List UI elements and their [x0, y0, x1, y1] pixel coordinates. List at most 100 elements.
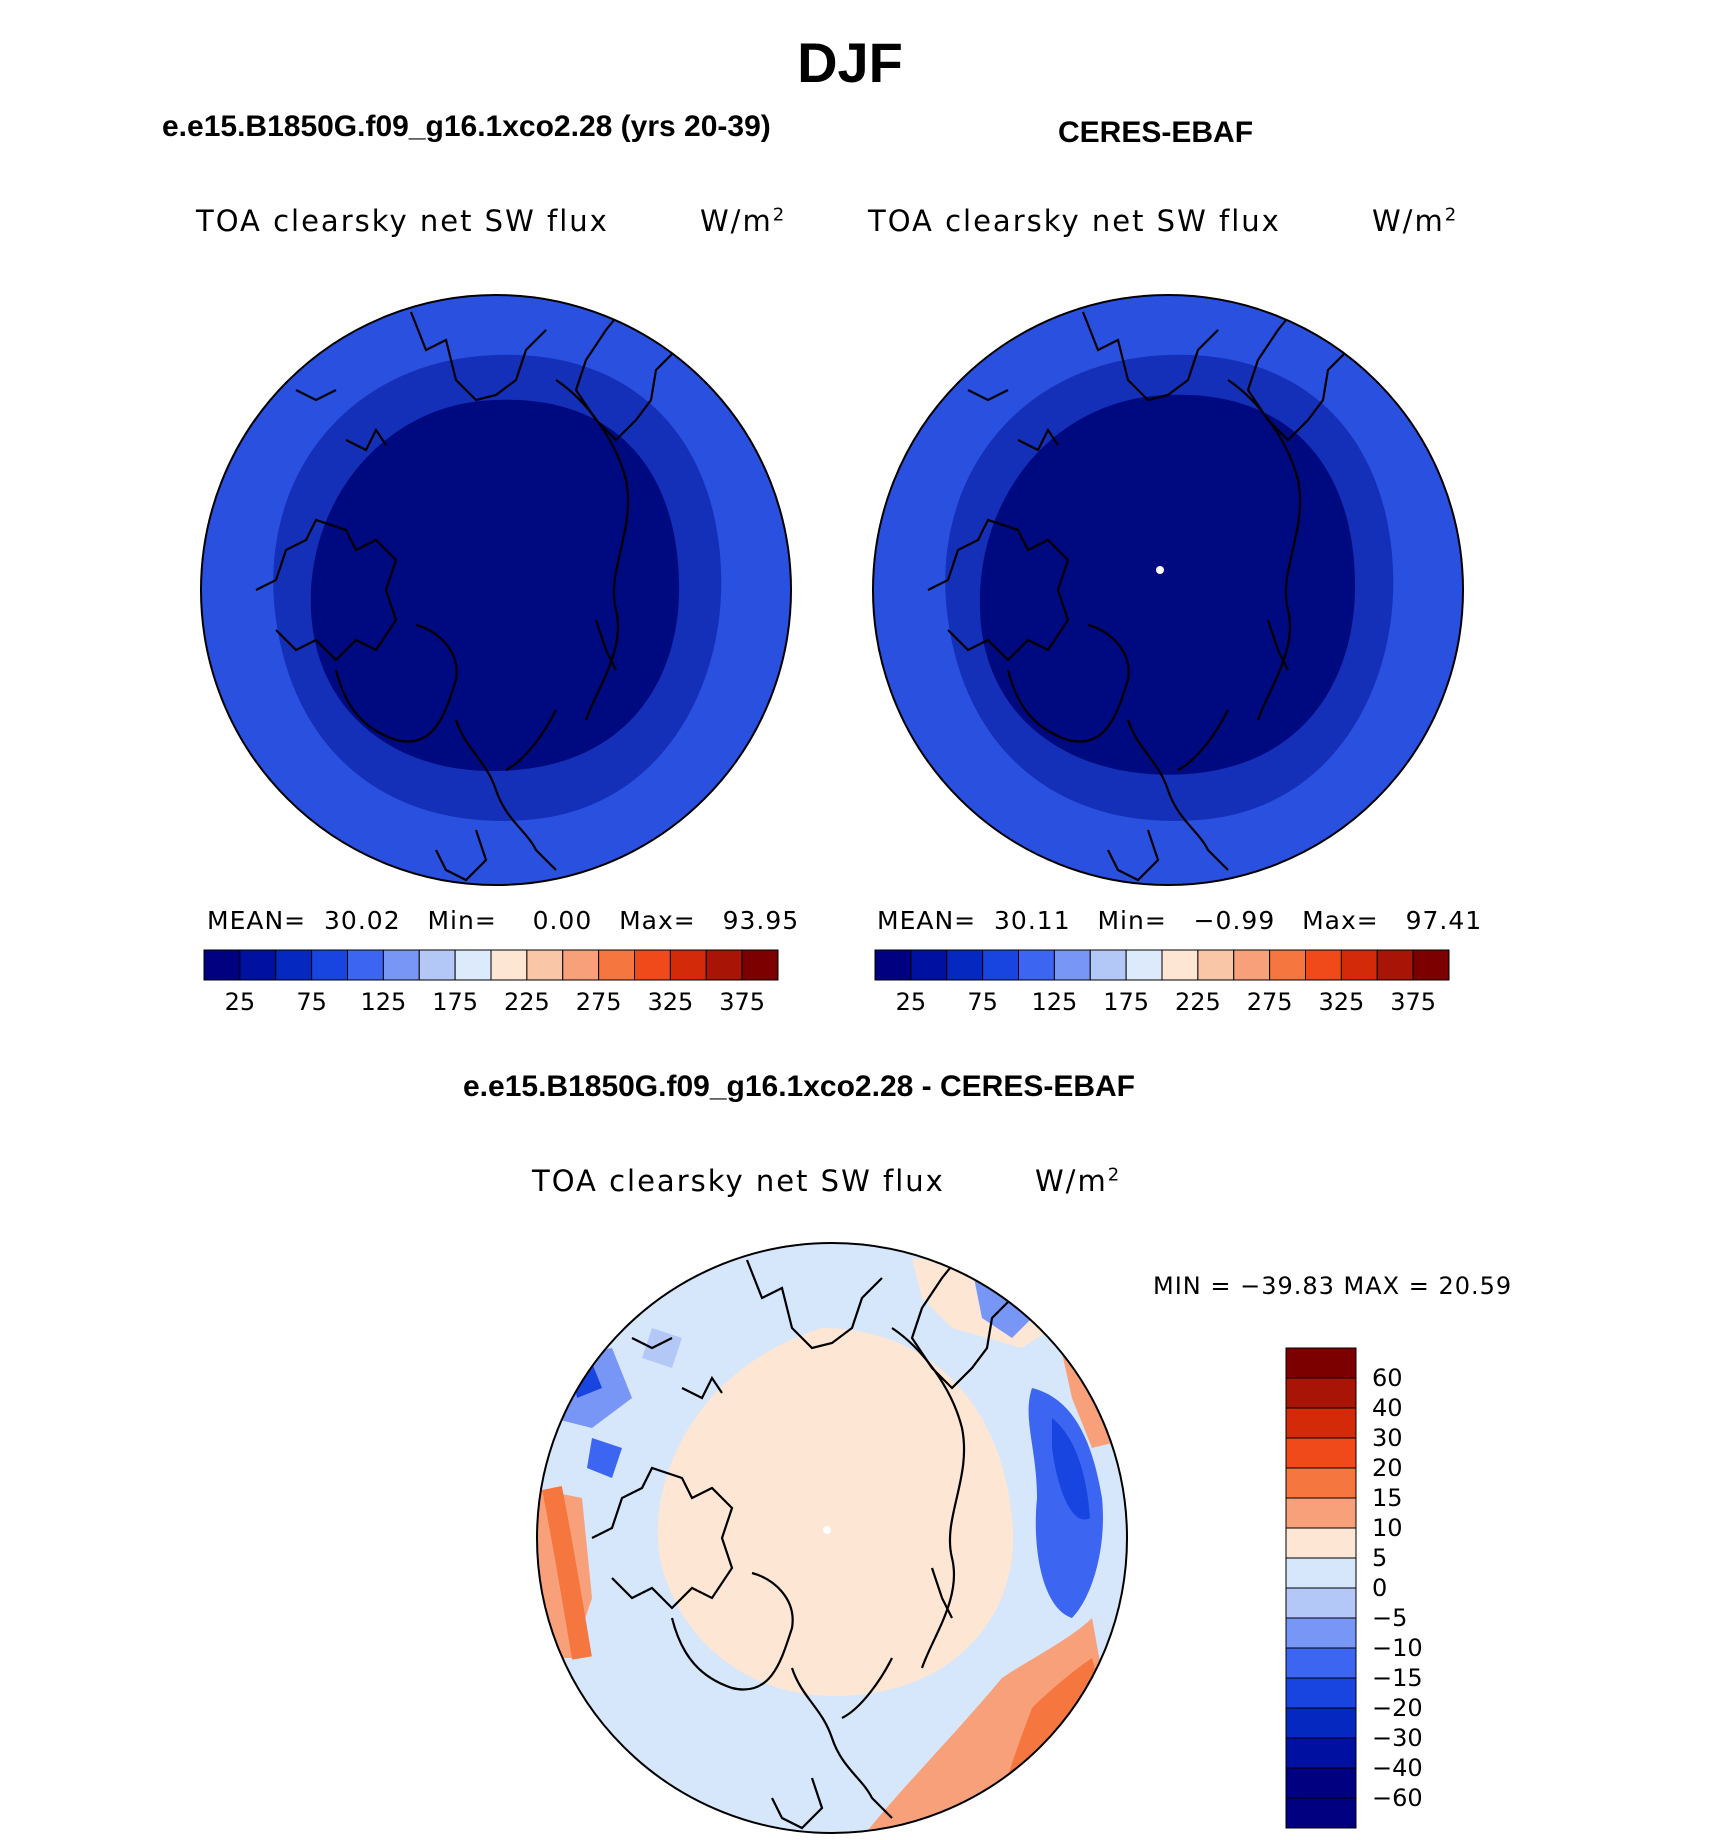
colorbar-swatch [1053, 949, 1091, 981]
colorbar-swatch [1018, 949, 1055, 981]
colorbar-swatch [705, 949, 743, 981]
diff-colorbar-swatch [1285, 1677, 1357, 1709]
colorbar-tick-label: 325 [647, 988, 694, 1016]
colorbar-tick-label: 325 [1318, 988, 1365, 1016]
diff-colorbar [1285, 1347, 1357, 1829]
panel-1-variable: TOA clearsky net SW flux [196, 204, 609, 238]
colorbar-swatch [311, 949, 348, 981]
colorbar-swatch [418, 949, 456, 981]
colorbar-tick-label: 25 [895, 988, 927, 1016]
diff-colorbar-swatch [1285, 1707, 1357, 1739]
colorbar-swatch [1269, 949, 1306, 981]
diff-colorbar-swatch [1285, 1797, 1357, 1829]
diff-colorbar-tick-label: −40 [1372, 1754, 1423, 1782]
colorbar-swatch [1161, 949, 1199, 981]
colorbar-swatch [669, 949, 707, 981]
panel-2-colorbar [874, 949, 1450, 981]
diff-negative-east [1028, 1388, 1103, 1618]
diff-colorbar-swatch [1285, 1407, 1357, 1439]
colorbar-swatch [874, 949, 912, 981]
diff-colorbar-ticks: 60 40 30 20 15 10 5 0 −5 −10 −15 −20 −30 −40 −60 [1372, 1348, 1492, 1828]
panel-1-map [200, 294, 792, 886]
colorbar-swatch [382, 949, 420, 981]
figure-title: DJF [797, 31, 903, 94]
colorbar-tick-label: 125 [1031, 988, 1078, 1016]
colorbar-tick-label: 375 [719, 988, 766, 1016]
colorbar-swatch [275, 949, 313, 981]
panel-1-stats: MEAN= 30.02 Min= 0.00 Max= 93.95 [207, 906, 800, 935]
colorbar-swatch [490, 949, 528, 981]
colorbar-swatch [946, 949, 984, 981]
diff-panel-title: e.e15.B1850G.f09_g16.1xco2.28 - CERES-EB… [463, 1070, 1135, 1103]
colorbar-tick-label: 225 [1174, 988, 1221, 1016]
colorbar-tick-label: 175 [432, 988, 479, 1016]
diff-panel-variable: TOA clearsky net SW flux [532, 1164, 945, 1198]
diff-colorbar-tick-label: 0 [1372, 1574, 1388, 1602]
colorbar-tick-label: 125 [360, 988, 407, 1016]
colorbar-swatch [1412, 949, 1450, 981]
colorbar-tick-label: 225 [503, 988, 550, 1016]
diff-colorbar-tick-label: −10 [1372, 1634, 1423, 1662]
colorbar-swatch [1233, 949, 1271, 981]
panel-2-colorbar-ticks: 25 75 125 175 225 275 325 375 [875, 988, 1449, 1018]
diff-panel-map [536, 1242, 1128, 1834]
colorbar-swatch [1197, 949, 1235, 981]
panel-1-colorbar [203, 949, 779, 981]
panel-2-map [872, 294, 1464, 886]
diff-colorbar-tick-label: 60 [1372, 1364, 1403, 1392]
diff-colorbar-tick-label: 15 [1372, 1484, 1403, 1512]
colorbar-tick-label: 175 [1103, 988, 1150, 1016]
diff-colorbar-tick-label: −20 [1372, 1694, 1423, 1722]
colorbar-swatch [598, 949, 635, 981]
panel-1-colorbar-ticks: 25 75 125 175 225 275 325 375 [204, 988, 778, 1018]
diff-colorbar-tick-label: 30 [1372, 1424, 1403, 1452]
diff-colorbar-swatch [1285, 1377, 1357, 1409]
panel-2-title: CERES-EBAF [1058, 116, 1254, 149]
panel-2-variable: TOA clearsky net SW flux [868, 204, 1281, 238]
colorbar-tick-label: 375 [1390, 988, 1437, 1016]
diff-colorbar-swatch [1285, 1587, 1357, 1619]
diff-colorbar-tick-label: −15 [1372, 1664, 1423, 1692]
diff-colorbar-tick-label: 40 [1372, 1394, 1403, 1422]
colorbar-tick-label: 275 [575, 988, 622, 1016]
colorbar-tick-label: 275 [1246, 988, 1293, 1016]
colorbar-swatch [1305, 949, 1342, 981]
diff-panel-units: W/m2 [1035, 1164, 1122, 1198]
diff-colorbar-swatch [1285, 1497, 1357, 1529]
colorbar-swatch [562, 949, 600, 981]
colorbar-swatch [454, 949, 492, 981]
diff-positive-region [657, 1328, 1014, 1697]
colorbar-tick-label: 25 [224, 988, 256, 1016]
panel-2-coastlines [927, 304, 1444, 882]
colorbar-swatch [526, 949, 564, 981]
colorbar-swatch [741, 949, 779, 981]
diff-colorbar-swatch [1285, 1737, 1357, 1769]
diff-colorbar-tick-label: 5 [1372, 1544, 1388, 1572]
panel-2-pole-marker [1156, 566, 1164, 574]
panel-2-core-region [979, 394, 1356, 775]
diff-colorbar-tick-label: −30 [1372, 1724, 1423, 1752]
diff-colorbar-swatch [1285, 1767, 1357, 1799]
diff-panel-stats: MIN = −39.83 MAX = 20.59 [1153, 1272, 1513, 1300]
diff-colorbar-swatch [1285, 1347, 1357, 1379]
diff-colorbar-swatch [1285, 1437, 1357, 1469]
diff-colorbar-tick-label: −5 [1372, 1604, 1408, 1632]
colorbar-tick-label: 75 [296, 988, 327, 1016]
panel-1-title: e.e15.B1850G.f09_g16.1xco2.28 (yrs 20-39… [162, 110, 771, 143]
panel-2-stats: MEAN= 30.11 Min= −0.99 Max= 97.41 [877, 906, 1483, 935]
colorbar-swatch [1340, 949, 1378, 981]
diff-colorbar-tick-label: 10 [1372, 1514, 1403, 1542]
colorbar-swatch [239, 949, 277, 981]
colorbar-swatch [203, 949, 241, 981]
diff-colorbar-swatch [1285, 1467, 1357, 1499]
diff-colorbar-tick-label: 20 [1372, 1454, 1403, 1482]
colorbar-swatch [347, 949, 384, 981]
colorbar-tick-label: 75 [967, 988, 998, 1016]
colorbar-swatch [1376, 949, 1414, 981]
colorbar-swatch [1089, 949, 1127, 981]
colorbar-swatch [910, 949, 948, 981]
panel-2-units: W/m2 [1372, 204, 1459, 238]
colorbar-swatch [982, 949, 1019, 981]
diff-colorbar-swatch [1285, 1647, 1357, 1679]
colorbar-swatch [634, 949, 671, 981]
